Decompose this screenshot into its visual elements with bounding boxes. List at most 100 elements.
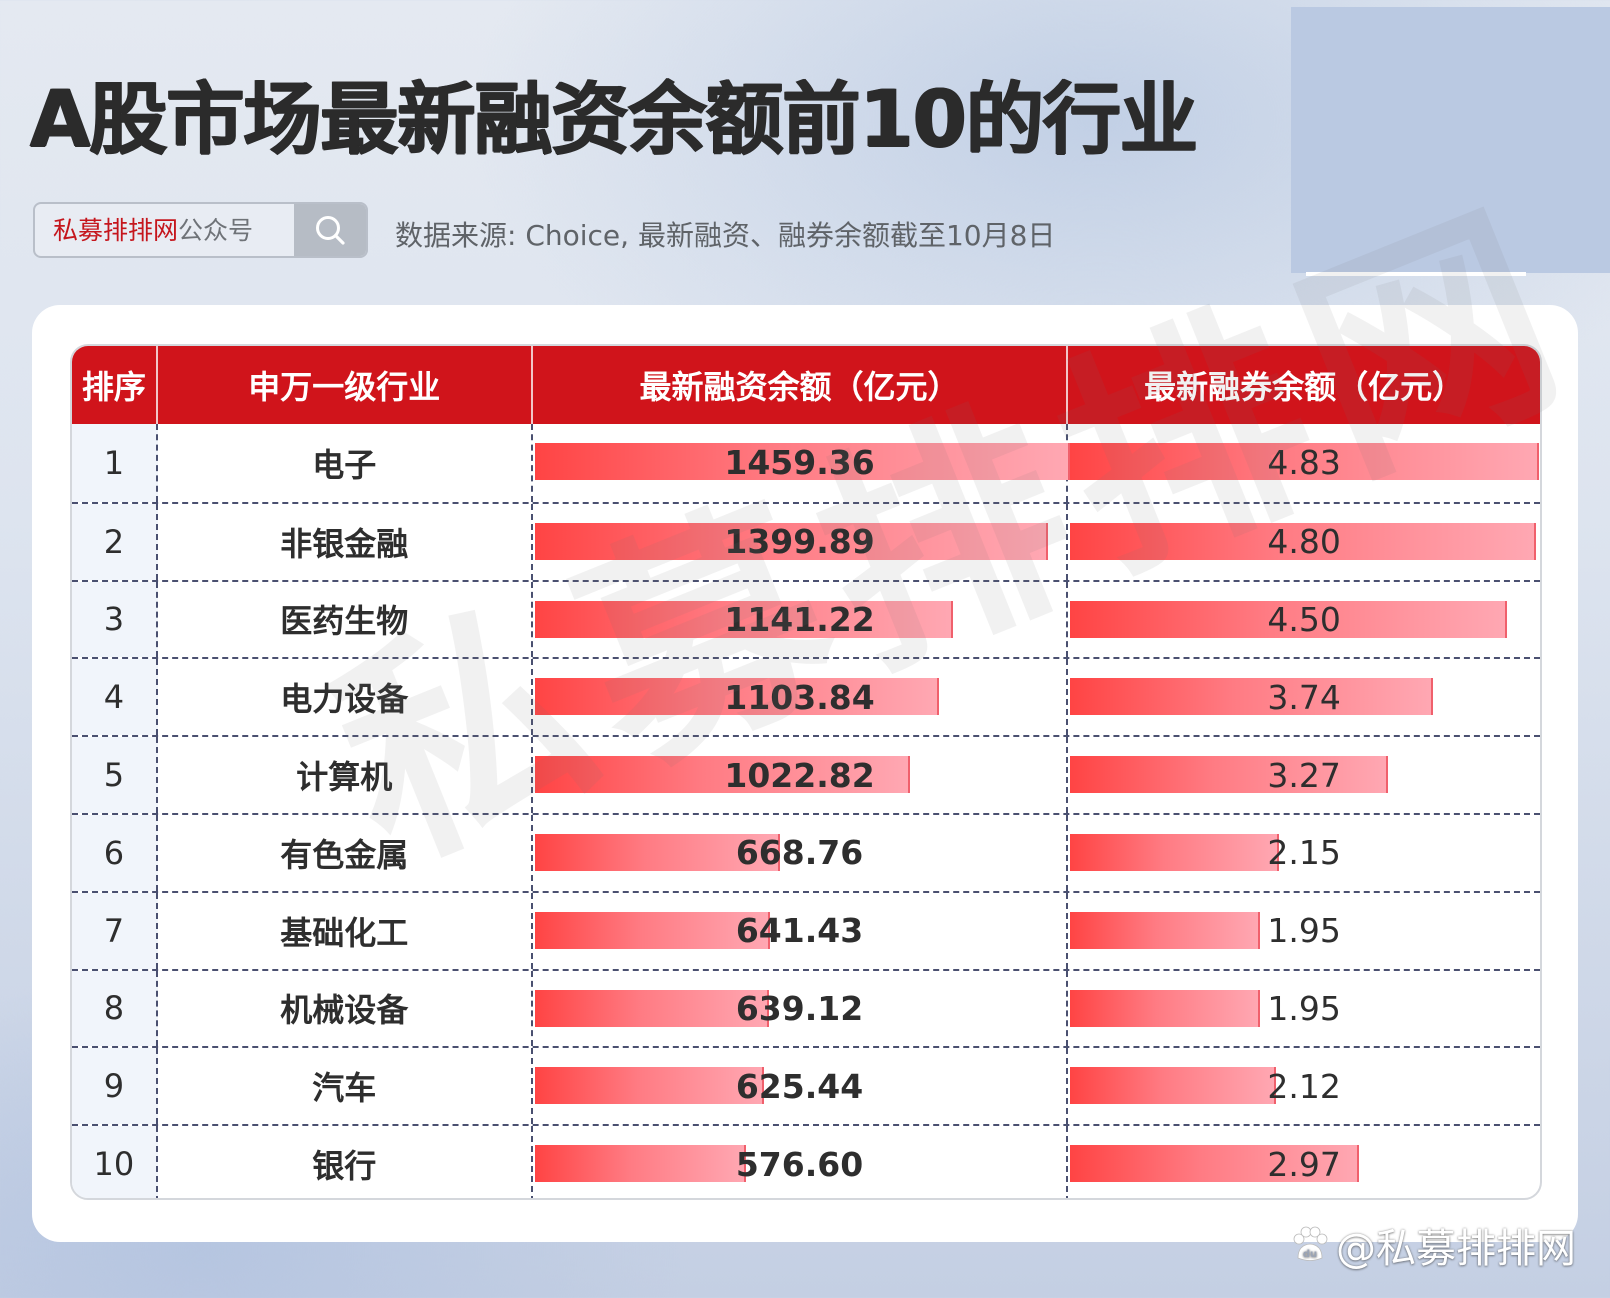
- rank-value: 3: [103, 600, 125, 639]
- rank-value: 8: [103, 989, 125, 1028]
- lending-value: 2.15: [1267, 833, 1341, 873]
- footer-logo: du @私募排排网: [1290, 1216, 1576, 1274]
- table-row: 9 汽车 625.44 2.12: [72, 1046, 1540, 1125]
- financing-value: 1141.22: [724, 599, 875, 639]
- financing-bar: [534, 678, 940, 716]
- lending-cell: 3.74: [1068, 659, 1540, 735]
- table-body: 1 电子 1459.36 4.83 2 非银金融 1399.89 4.80 3 …: [72, 424, 1540, 1198]
- lending-bar: [1070, 1067, 1277, 1105]
- lending-bar: [1070, 833, 1280, 871]
- baidu-paw-icon: du: [1293, 1226, 1328, 1261]
- table-row: 6 有色金属 668.76 2.15: [72, 812, 1540, 891]
- lending-cell: 2.97: [1068, 1126, 1540, 1198]
- footer-handle: @私募排排网: [1336, 1226, 1576, 1272]
- financing-value: 576.60: [735, 1144, 864, 1184]
- financing-bar: [534, 522, 1049, 560]
- search-box[interactable]: 私募排排网 公众号: [33, 202, 368, 258]
- lending-cell: 1.95: [1068, 971, 1540, 1047]
- table-row: 8 机械设备 639.12 1.95: [72, 968, 1540, 1047]
- rank-value: 1: [103, 443, 125, 482]
- financing-bar: [534, 1067, 765, 1105]
- financing-cell: 1103.84: [533, 659, 1069, 736]
- financing-cell: 1399.89: [533, 503, 1069, 580]
- lending-cell: 4.83: [1068, 424, 1540, 502]
- industry-cell: 银行: [158, 1126, 533, 1198]
- table-row: 5 计算机 1022.82 3.27: [72, 735, 1540, 813]
- industry-name: 有色金属: [280, 835, 409, 874]
- financing-cell: 639.12: [533, 970, 1069, 1047]
- industry-cell: 汽车: [158, 1048, 533, 1125]
- industry-cell: 有色金属: [158, 814, 533, 891]
- lending-value: 3.27: [1267, 755, 1341, 795]
- financing-value: 639.12: [735, 988, 864, 1028]
- industry-cell: 基础化工: [158, 892, 533, 969]
- rank-value: 10: [93, 1145, 135, 1184]
- lending-cell: 1.95: [1068, 893, 1540, 969]
- lending-value: 4.50: [1267, 599, 1341, 639]
- rank-cell: 2: [72, 503, 158, 580]
- table-row: 7 基础化工 641.43 1.95: [72, 890, 1540, 969]
- financing-value: 641.43: [735, 911, 864, 951]
- column-header-industry: 申万一级行业: [158, 346, 533, 424]
- industry-name: 非银金融: [280, 524, 409, 563]
- data-source-note: 数据来源: Choice, 最新融资、融券余额截至10月8日: [395, 219, 1056, 252]
- financing-bar: [534, 600, 954, 638]
- corner-decoration-line: [1306, 272, 1526, 276]
- industry-cell: 电子: [158, 424, 533, 502]
- lending-value: 1.95: [1267, 911, 1341, 951]
- search-brand-text: 私募排排网: [53, 215, 179, 245]
- corner-decoration-panel: [1291, 7, 1610, 273]
- industry-cell: 机械设备: [158, 970, 533, 1047]
- lending-bar: [1070, 756, 1388, 794]
- table-header: 排序 申万一级行业 最新融资余额（亿元） 最新融券余额（亿元）: [72, 346, 1540, 424]
- industry-name: 计算机: [296, 758, 393, 797]
- lending-cell: 4.50: [1068, 582, 1540, 658]
- search-text[interactable]: 私募排排网 公众号: [35, 204, 294, 256]
- lending-value: 4.83: [1267, 443, 1341, 483]
- financing-cell: 641.43: [533, 892, 1069, 969]
- rank-cell: 1: [72, 424, 158, 502]
- financing-value: 625.44: [735, 1066, 864, 1106]
- search-button[interactable]: [294, 204, 366, 256]
- industry-name: 电力设备: [280, 680, 409, 719]
- industry-name: 电子: [312, 445, 377, 484]
- lending-bar: [1070, 678, 1434, 716]
- industry-cell: 医药生物: [158, 581, 533, 658]
- financing-cell: 1141.22: [533, 581, 1069, 658]
- column-header-rank: 排序: [72, 346, 158, 424]
- industry-name: 医药生物: [280, 602, 409, 641]
- financing-cell: 625.44: [533, 1048, 1069, 1125]
- rank-cell: 7: [72, 892, 158, 969]
- lending-value: 2.97: [1267, 1144, 1341, 1184]
- financing-value: 668.76: [735, 833, 864, 873]
- rank-value: 6: [103, 833, 125, 872]
- lending-bar: [1070, 443, 1540, 480]
- rank-value: 7: [103, 911, 125, 950]
- search-icon: [316, 216, 345, 245]
- table-row: 10 银行 576.60 2.97: [72, 1124, 1540, 1198]
- financing-cell: 668.76: [533, 814, 1069, 891]
- column-header-lending: 最新融券余额（亿元）: [1144, 368, 1465, 406]
- rank-cell: 10: [72, 1126, 158, 1198]
- rank-cell: 4: [72, 659, 158, 736]
- column-header-financing: 最新融资余额（亿元）: [533, 346, 1069, 424]
- page-title: A股市场最新融资余额前10的行业: [30, 75, 1198, 165]
- table-row: 4 电力设备 1103.84 3.74: [72, 657, 1540, 736]
- industry-name: 银行: [312, 1147, 377, 1186]
- financing-bar: [534, 756, 910, 794]
- financing-cell: 1459.36: [533, 424, 1070, 502]
- industry-cell: 电力设备: [158, 659, 533, 736]
- svg-text:du: du: [1303, 1249, 1317, 1260]
- industry-name: 汽车: [312, 1069, 377, 1108]
- industry-cell: 非银金融: [158, 503, 533, 580]
- lending-value: 4.80: [1267, 522, 1341, 562]
- lending-bar: [1070, 989, 1260, 1027]
- financing-bar: [534, 443, 1070, 480]
- rank-cell: 3: [72, 581, 158, 658]
- lending-bar: [1070, 600, 1508, 638]
- industry-table: 排序 申万一级行业 最新融资余额（亿元） 最新融券余额（亿元） 1 电子 145…: [70, 344, 1542, 1200]
- financing-cell: 1022.82: [533, 737, 1069, 813]
- financing-cell: 576.60: [533, 1126, 1069, 1198]
- rank-value: 9: [103, 1067, 125, 1106]
- financing-bar: [534, 989, 770, 1027]
